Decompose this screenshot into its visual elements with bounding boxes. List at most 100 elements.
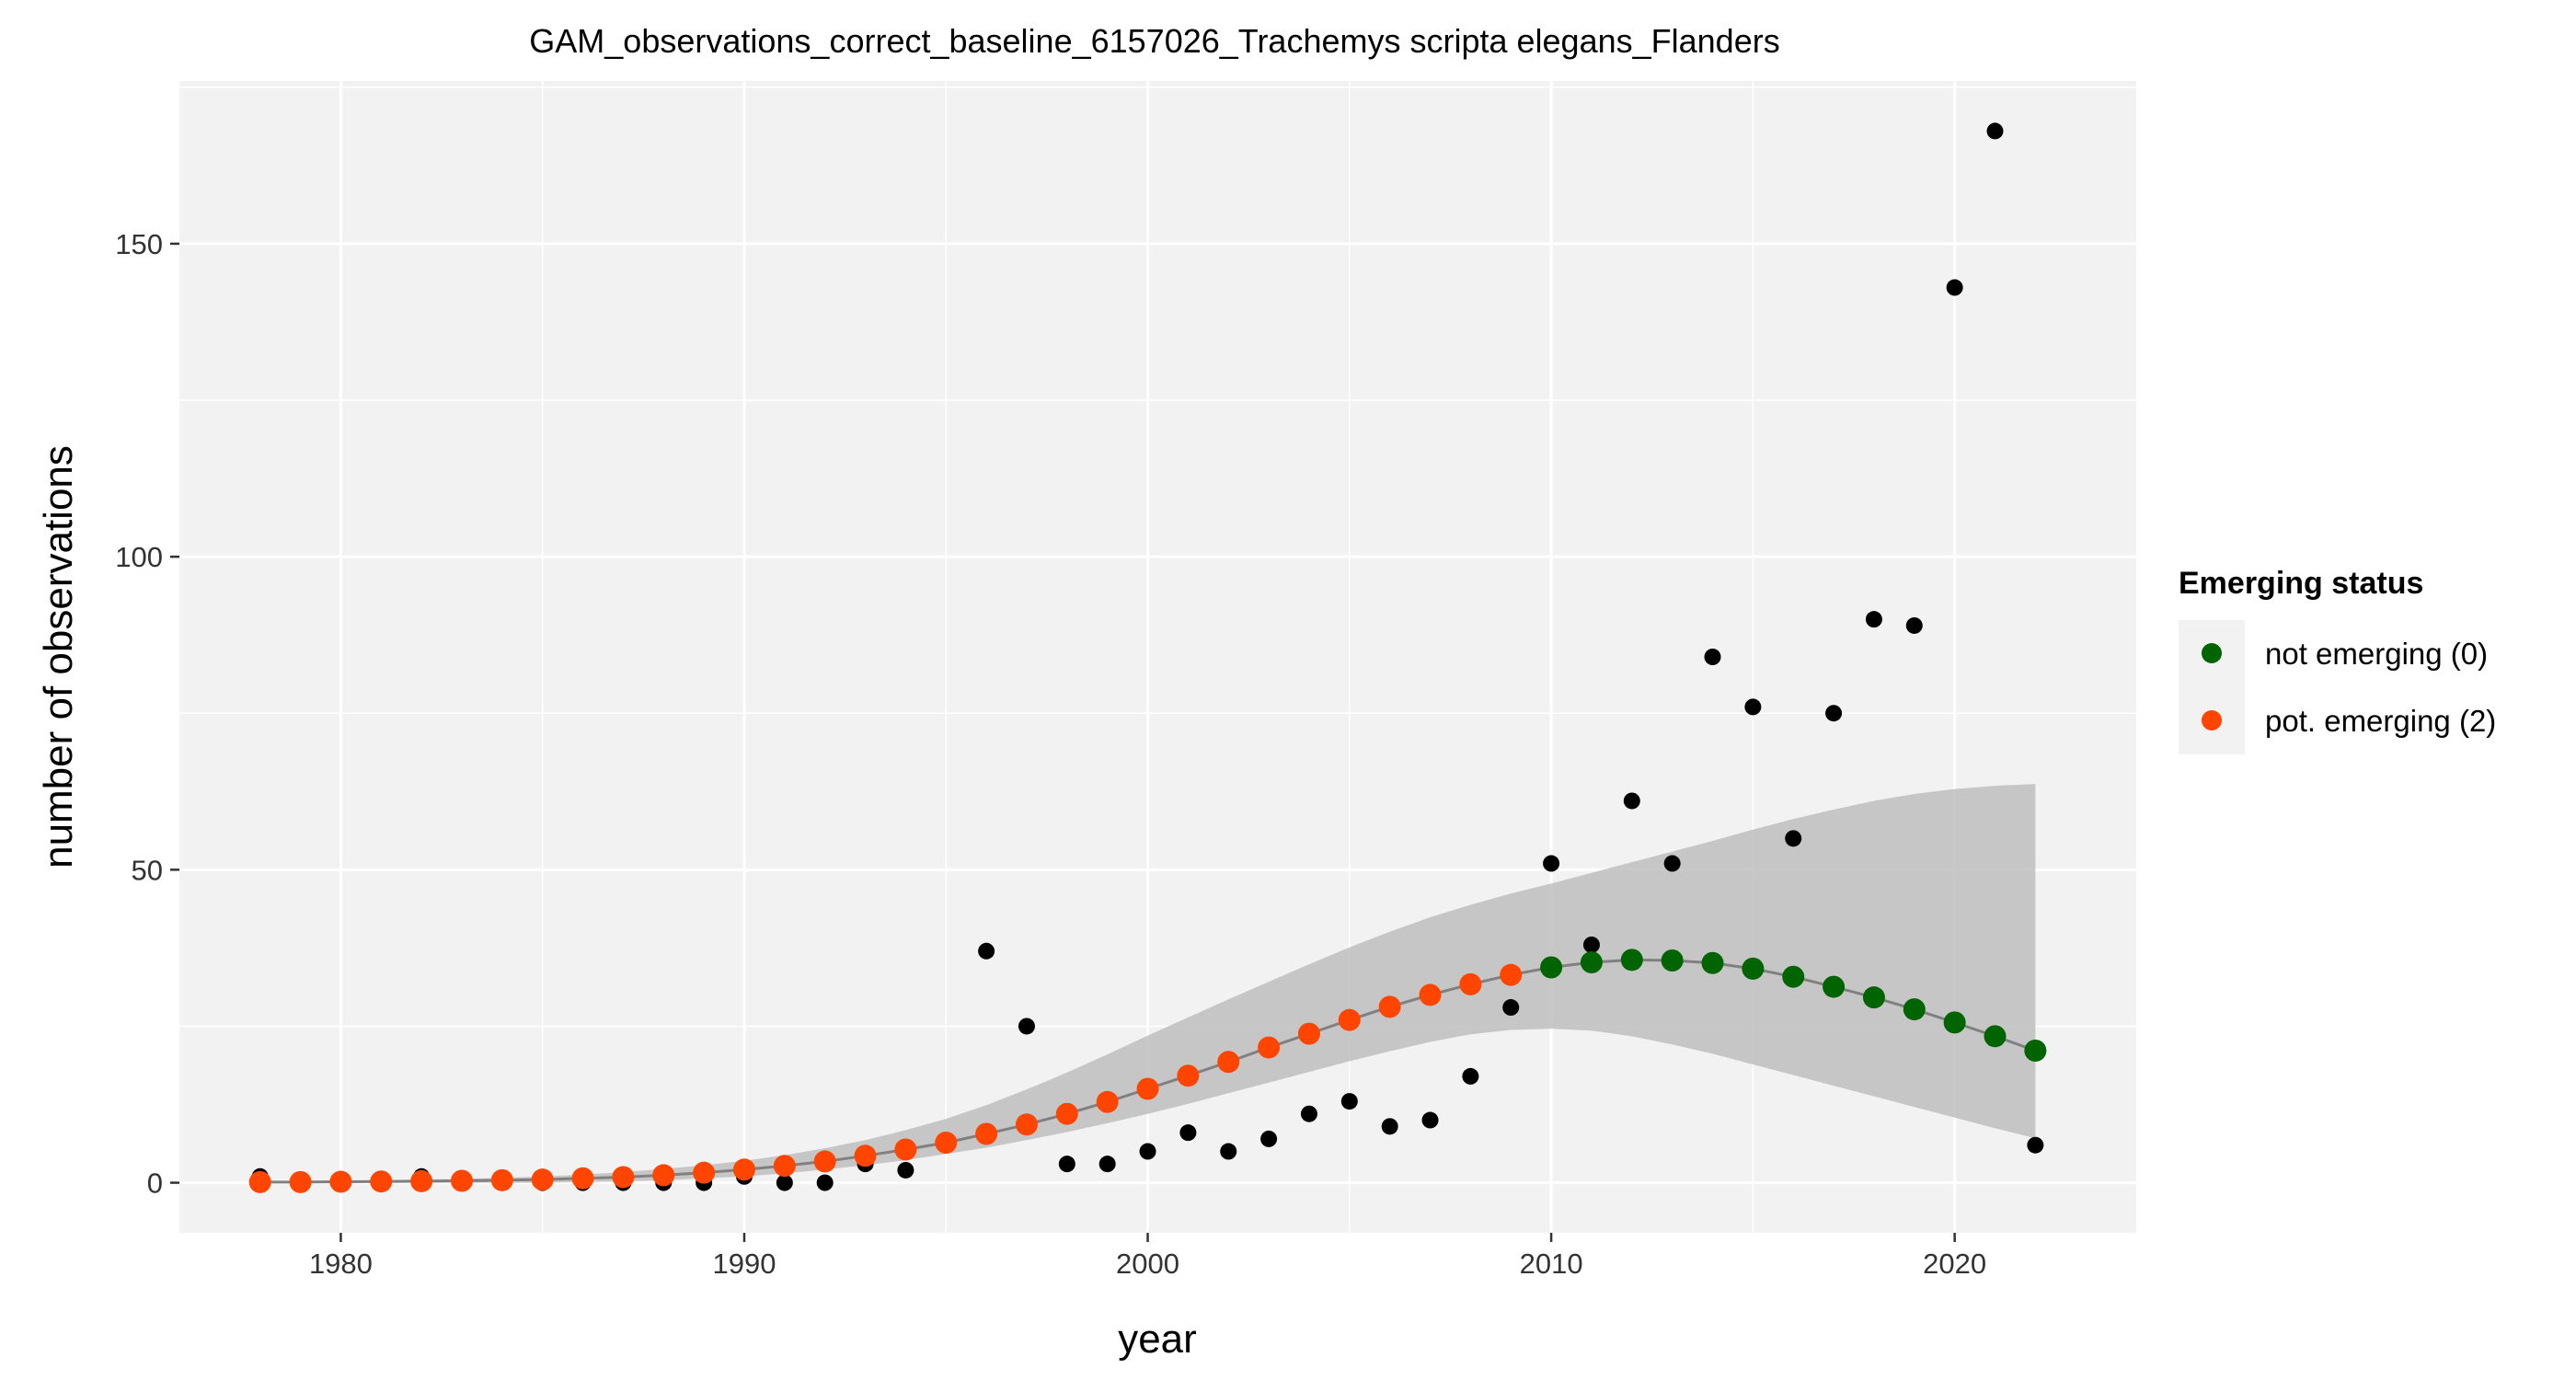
y-axis: 0 50 100 150	[115, 228, 179, 1200]
fitted-point	[1701, 951, 1724, 974]
fitted-point	[1378, 995, 1401, 1018]
fitted-point	[1500, 963, 1523, 986]
fitted-point	[2024, 1039, 2047, 1062]
fitted-point	[1015, 1113, 1038, 1136]
x-tick-label: 2020	[1923, 1248, 1986, 1280]
fitted-point	[531, 1168, 554, 1191]
observed-point	[1098, 1156, 1116, 1173]
observed-point	[1946, 279, 1963, 296]
fitted-point	[1258, 1036, 1281, 1059]
fitted-point	[693, 1161, 716, 1184]
x-tick-label: 1990	[712, 1248, 776, 1280]
fitted-point	[1823, 975, 1846, 998]
observed-point	[1139, 1143, 1156, 1160]
legend: Emerging status not emerging (0) pot. em…	[2179, 566, 2496, 754]
fitted-point	[1338, 1008, 1361, 1031]
fitted-point	[1661, 949, 1684, 972]
fitted-point	[1096, 1090, 1119, 1113]
observed-point	[1462, 1067, 1479, 1085]
fitted-point	[490, 1168, 513, 1191]
observed-point	[2027, 1136, 2044, 1154]
y-tick-label: 0	[147, 1167, 163, 1200]
fitted-point	[975, 1122, 998, 1145]
observed-point	[1220, 1143, 1237, 1160]
observed-point	[1340, 1093, 1358, 1110]
grid-minor	[179, 81, 2136, 1233]
fitted-point	[1862, 986, 1885, 1009]
x-axis: 1980 1990 2000 2010 2020	[309, 1233, 1986, 1280]
x-tick-label: 1980	[309, 1248, 373, 1280]
fitted-point	[1136, 1077, 1159, 1100]
fitted-point	[894, 1138, 917, 1161]
observed-point	[1582, 937, 1600, 953]
legend-key-background	[2179, 620, 2245, 754]
observed-point	[1018, 1018, 1035, 1035]
confidence-band-layer	[259, 784, 2036, 1183]
observed-point	[1502, 999, 1520, 1017]
fitted-point	[1943, 1011, 1966, 1034]
observed-point	[1663, 855, 1681, 872]
fitted-point	[1217, 1051, 1240, 1074]
observed-point	[1744, 698, 1762, 716]
fitted-point	[854, 1144, 877, 1167]
x-tick-label: 2010	[1520, 1248, 1583, 1280]
fitted-point	[248, 1170, 271, 1193]
y-tick-label: 50	[132, 854, 163, 886]
fitted-point	[612, 1166, 635, 1189]
legend-key-not-emerging	[2202, 643, 2222, 663]
fitted-point	[329, 1170, 352, 1193]
fitted-point	[1419, 983, 1442, 1006]
fitted-point	[652, 1164, 675, 1187]
observed-point	[1381, 1118, 1398, 1135]
confidence-band	[259, 784, 2036, 1183]
x-tick-label: 2000	[1116, 1248, 1179, 1280]
fitted-point	[289, 1170, 312, 1193]
legend-label-pot-emerging: pot. emerging (2)	[2265, 704, 2496, 738]
fitted-point	[1177, 1064, 1200, 1087]
fitted-point	[1540, 956, 1563, 979]
observed-point	[1986, 122, 2004, 140]
y-tick-label: 150	[115, 228, 163, 260]
fitted-point	[732, 1158, 755, 1181]
observed-point	[1865, 611, 1882, 628]
fitted-point	[1055, 1102, 1078, 1125]
observed-point	[1179, 1124, 1197, 1142]
observed-point	[1543, 855, 1560, 872]
observed-point	[1905, 616, 1923, 634]
observed-point	[1785, 830, 1802, 847]
fitted-point	[450, 1169, 473, 1192]
y-tick-label: 100	[115, 541, 163, 573]
fitted-point	[1742, 957, 1765, 980]
fitted-point	[1580, 951, 1603, 974]
fitted-points-layer	[248, 949, 2047, 1193]
fitted-point	[410, 1169, 433, 1192]
fitted-point	[813, 1150, 836, 1173]
fitted-point	[935, 1132, 958, 1155]
observed-point	[1704, 649, 1721, 665]
fitted-point	[1782, 965, 1805, 988]
observed-point	[1421, 1111, 1439, 1129]
observed-point	[1058, 1156, 1075, 1173]
observed-point	[1260, 1130, 1278, 1147]
observed-point	[816, 1174, 834, 1191]
chart-title: GAM_observations_correct_baseline_615702…	[529, 22, 1779, 60]
observed-point	[897, 1161, 914, 1179]
fitted-point	[773, 1155, 796, 1178]
y-axis-title: number of observations	[36, 445, 81, 868]
fitted-point	[370, 1170, 393, 1193]
observed-point	[978, 942, 995, 960]
legend-label-not-emerging: not emerging (0)	[2265, 637, 2488, 671]
observed-point	[776, 1174, 793, 1191]
fitted-point	[1459, 972, 1482, 995]
fitted-point	[1297, 1022, 1320, 1045]
fitted-point	[1903, 998, 1926, 1021]
fitted-point	[571, 1167, 594, 1190]
observed-point	[1623, 792, 1640, 810]
fitted-point	[1620, 949, 1643, 972]
observed-point	[1300, 1105, 1317, 1122]
legend-title: Emerging status	[2179, 566, 2423, 601]
x-axis-title: year	[1118, 1317, 1197, 1362]
observed-point	[1825, 705, 1843, 722]
fitted-point	[1984, 1025, 2007, 1048]
